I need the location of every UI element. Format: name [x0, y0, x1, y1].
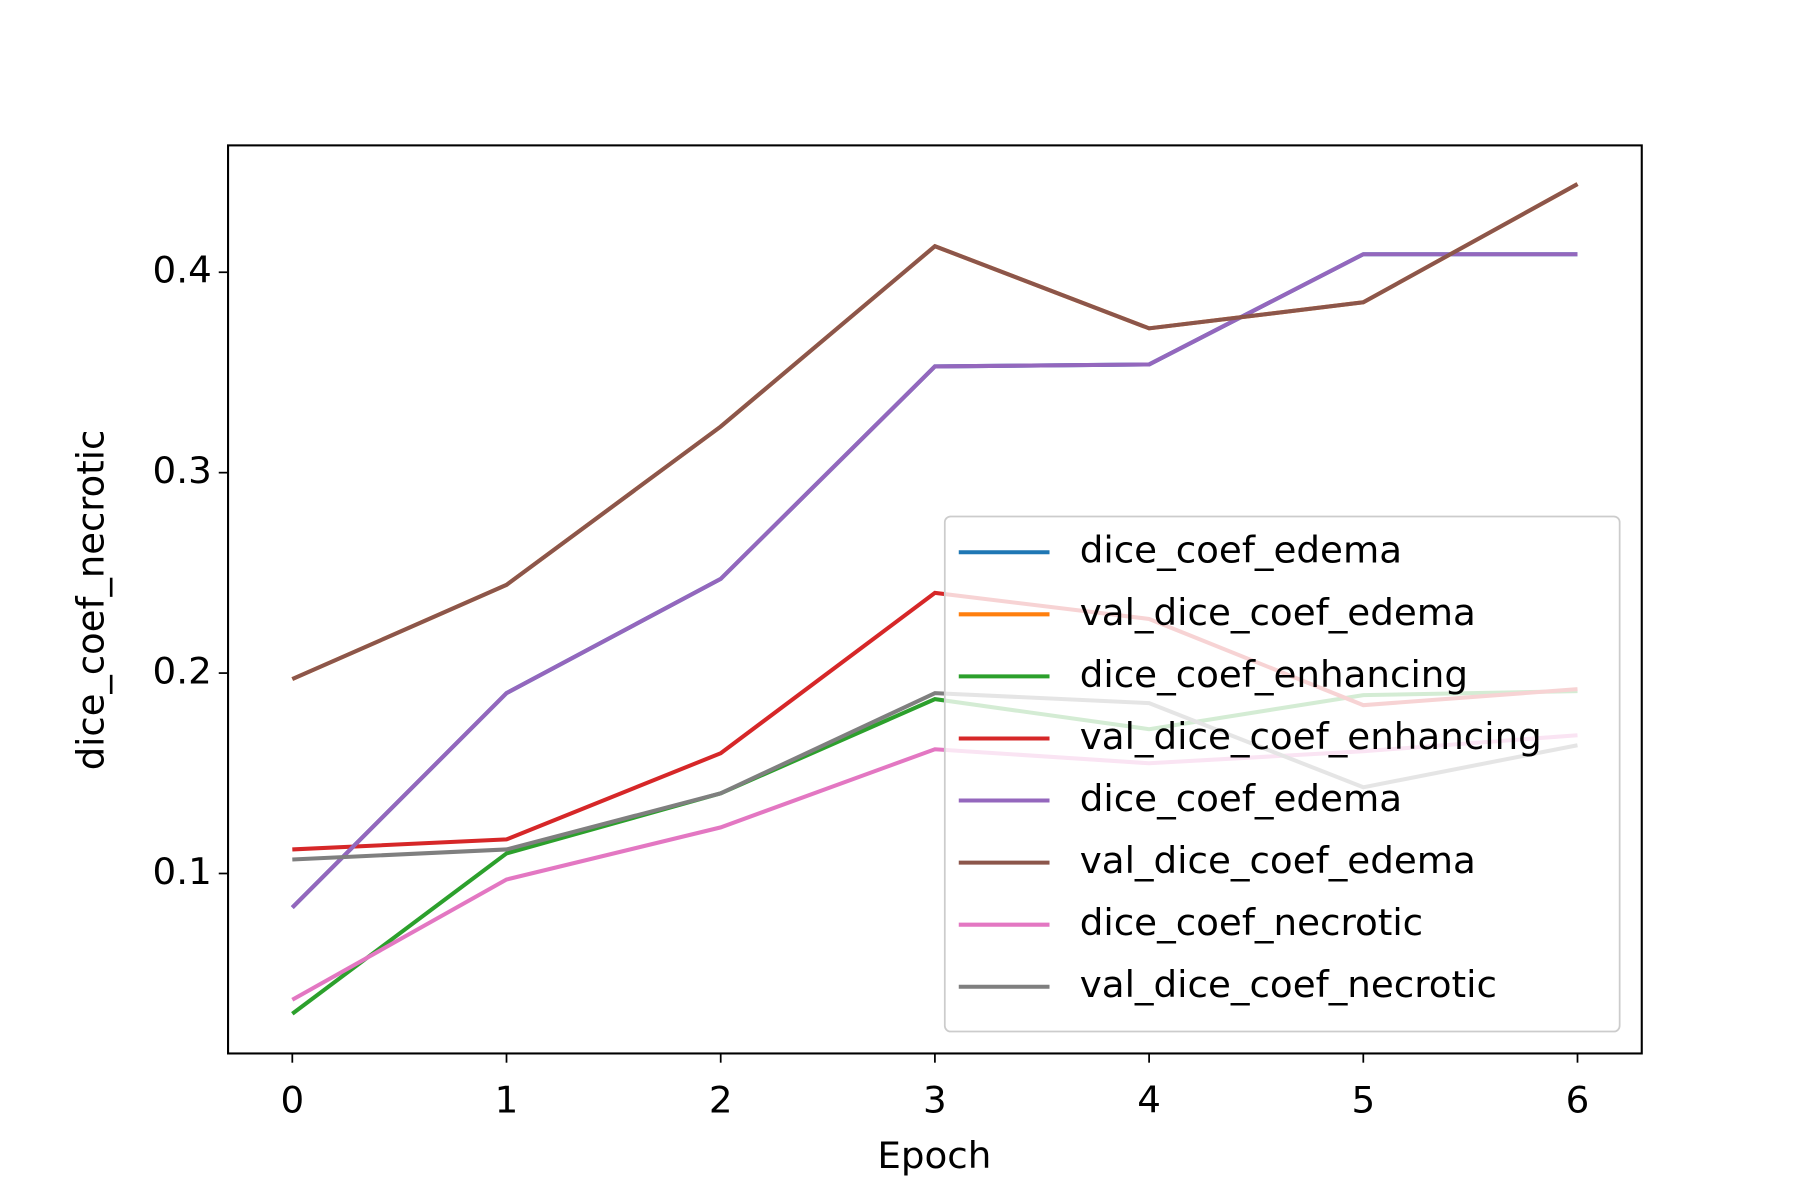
line-series — [290, 252, 1578, 909]
legend: dice_coef_edema val_dice_coef_edema dice_c… — [943, 515, 1621, 1033]
x-tick-label: 5 — [1351, 1079, 1375, 1122]
x-axis-label: Epoch — [877, 1134, 991, 1177]
y-tick-label: 0.1 — [153, 850, 212, 893]
legend-label: val_dice_coef_edema — [1080, 839, 1476, 882]
y-tick-label: 0.2 — [153, 650, 212, 693]
x-tick-label: 2 — [709, 1079, 733, 1122]
y-tick-label: 0.4 — [153, 249, 212, 292]
x-tick-label: 6 — [1566, 1079, 1590, 1122]
legend-label: val_dice_coef_edema — [1080, 591, 1476, 634]
legend-box — [943, 515, 1621, 1033]
legend-label: dice_coef_enhancing — [1080, 653, 1468, 696]
line-series — [291, 182, 1579, 681]
legend-label: val_dice_coef_necrotic — [1080, 963, 1497, 1006]
x-tick-label: 4 — [1137, 1079, 1161, 1122]
x-tick-label: 1 — [495, 1079, 519, 1122]
legend-label: val_dice_coef_enhancing — [1080, 715, 1542, 758]
legend-label: dice_coef_edema — [1080, 777, 1402, 820]
legend-label: dice_coef_edema — [1080, 529, 1402, 572]
y-tick-label: 0.3 — [153, 449, 212, 492]
x-tick-label: 3 — [923, 1079, 947, 1122]
legend-label: dice_coef_necrotic — [1080, 901, 1423, 944]
y-axis-label: dice_coef_necrotic — [69, 430, 112, 771]
plot-frame — [227, 144, 1643, 1055]
x-tick-label: 0 — [280, 1079, 304, 1122]
